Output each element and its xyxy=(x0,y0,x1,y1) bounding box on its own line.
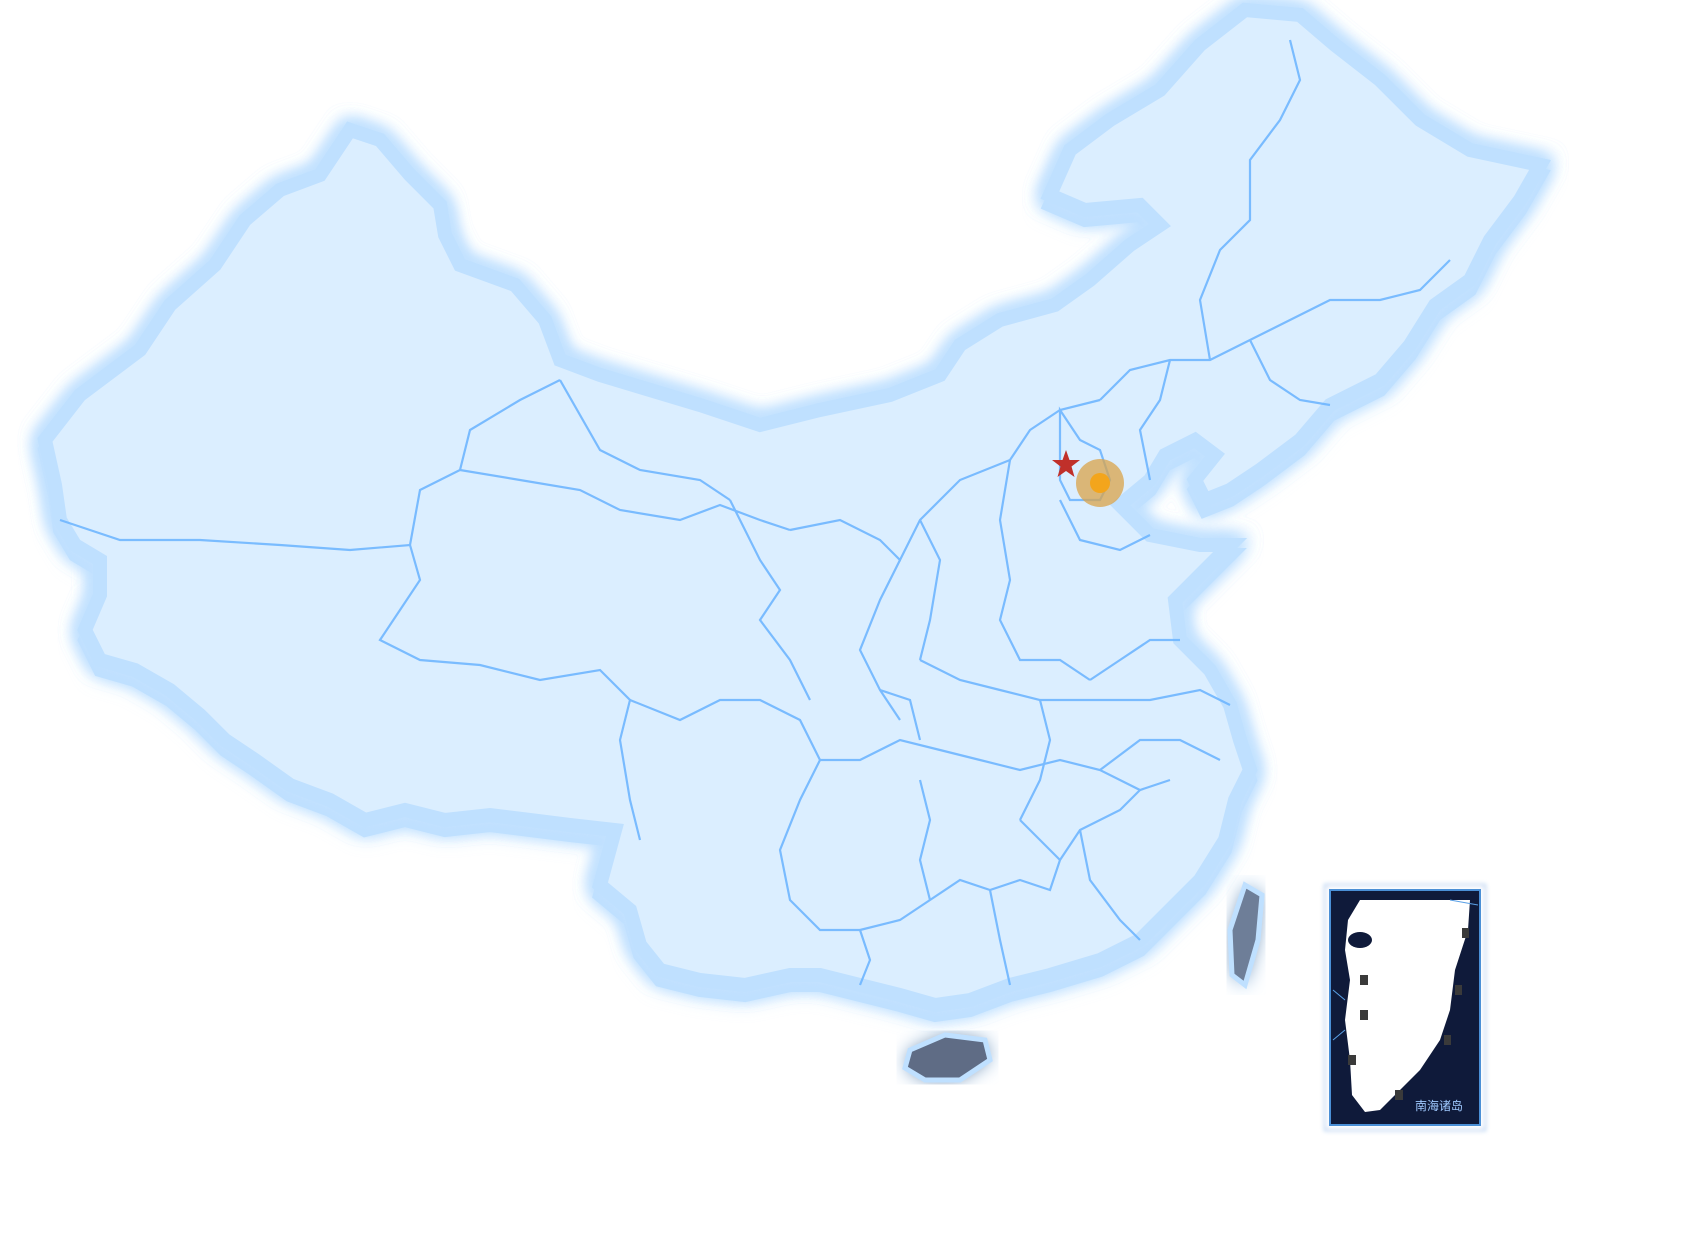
island-taiwan xyxy=(1227,881,1265,990)
capital-star[interactable] xyxy=(1052,450,1080,477)
south-china-sea-inset: 南海诸岛 xyxy=(1324,884,1486,1131)
inset-label: 南海诸岛 xyxy=(1415,1098,1463,1113)
islands xyxy=(902,881,1265,1083)
island-hainan xyxy=(902,1032,993,1083)
highlight-point[interactable] xyxy=(1076,459,1124,507)
map-markers xyxy=(1052,450,1124,507)
map-land xyxy=(45,10,1540,1005)
province-borders xyxy=(59,39,1451,986)
inset-land xyxy=(1345,900,1470,1112)
